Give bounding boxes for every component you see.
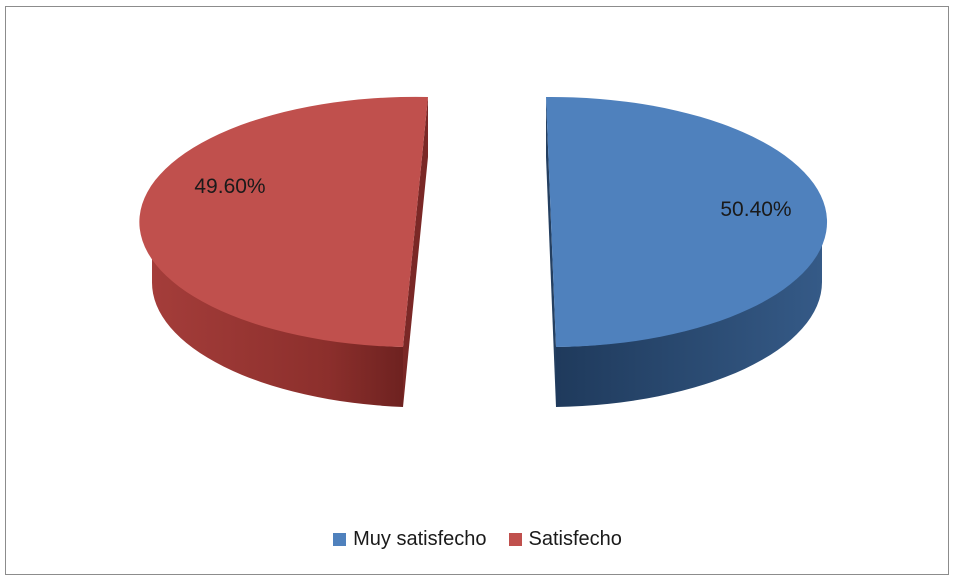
legend-label-muy-satisfecho: Muy satisfecho [353, 528, 487, 550]
legend-label-satisfecho: Satisfecho [528, 528, 622, 550]
legend-entry-muy-satisfecho: Muy satisfecho [333, 528, 487, 551]
legend-swatch-satisfecho [508, 533, 522, 546]
legend-entry-satisfecho: Satisfecho [508, 528, 622, 551]
data-label-muy-satisfecho: 50.40% [720, 198, 791, 221]
slice-muy-satisfecho [546, 96, 828, 347]
slice-satisfecho [139, 96, 428, 348]
slice-inner-satisfecho [403, 97, 428, 407]
slice-inner-muy-satisfecho [546, 97, 556, 407]
legend: Muy satisfecho Satisfecho [0, 528, 955, 551]
data-label-satisfecho: 49.60% [194, 175, 265, 198]
slice-side-muy-satisfecho [556, 222, 823, 407]
slice-side-satisfecho [151, 222, 403, 407]
legend-swatch-muy-satisfecho [333, 533, 347, 546]
